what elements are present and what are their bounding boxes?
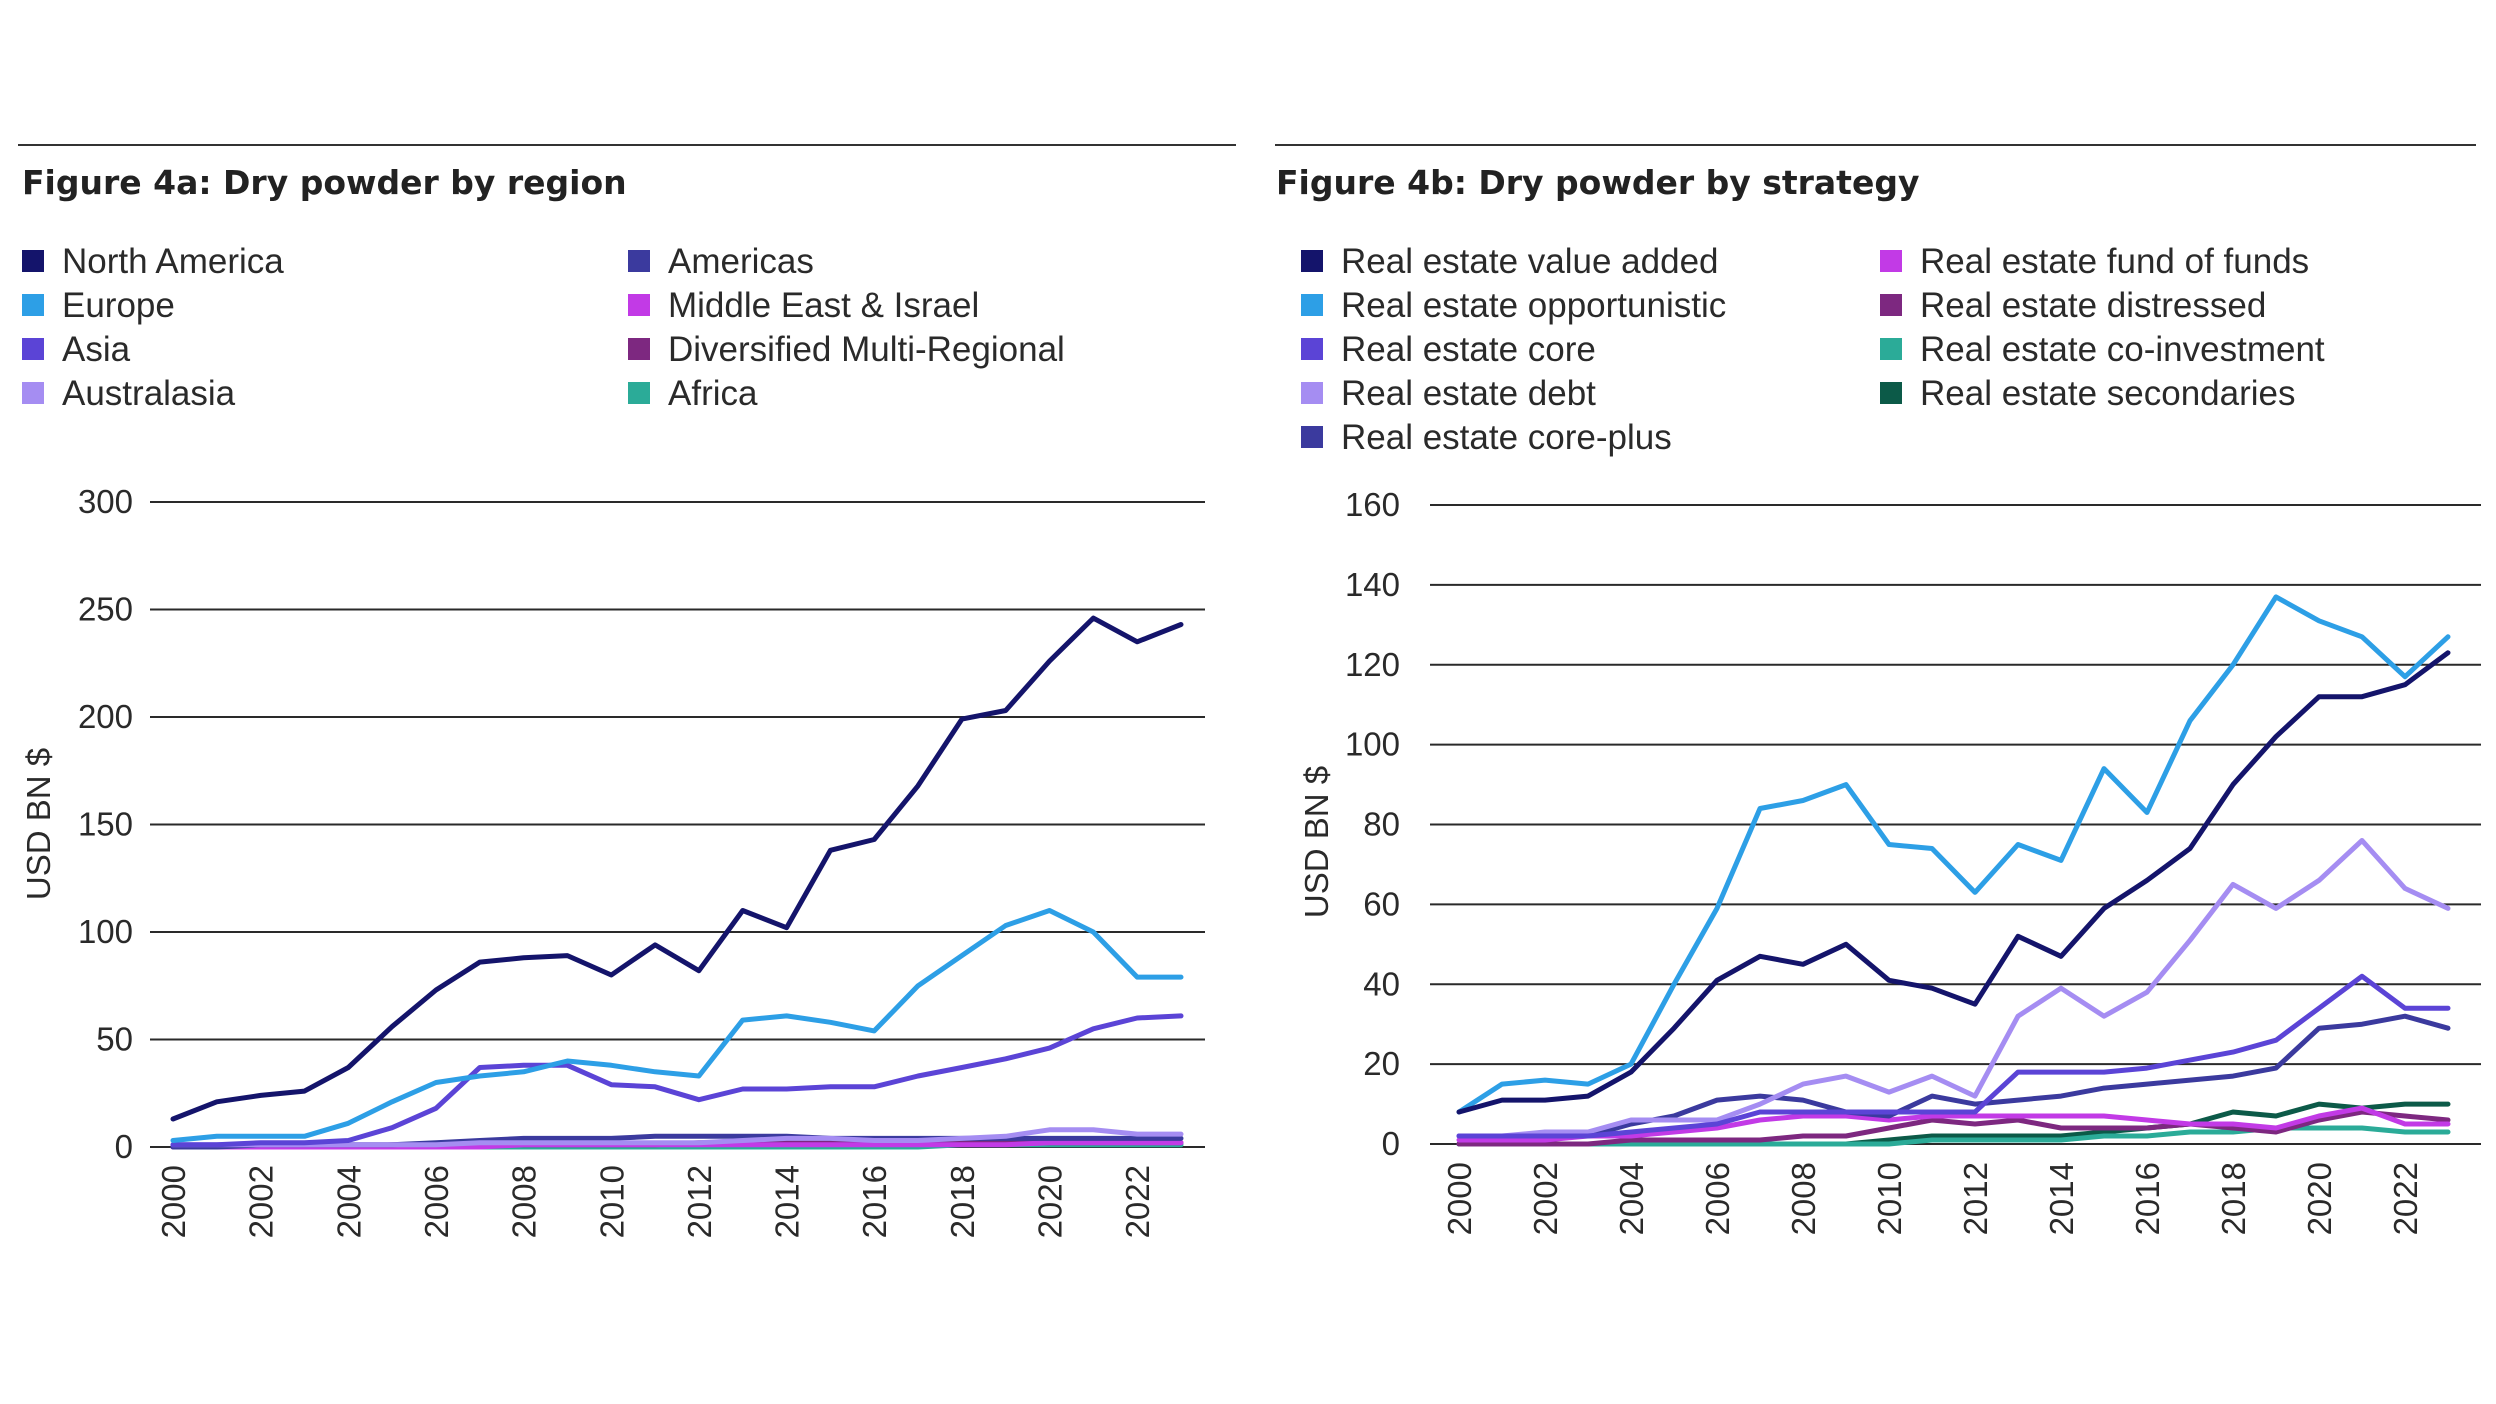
- y-tick-label: 0: [1382, 1125, 1400, 1162]
- series-line-europe: [170, 908, 1184, 1143]
- series-line-real-estate-fund-of-funds: [1456, 1105, 2451, 1143]
- legend-swatch-real-estate-core-plus: [1301, 426, 1323, 448]
- x-tick-label: 2014: [769, 1165, 806, 1238]
- x-tick-label: 2002: [243, 1165, 280, 1238]
- x-tick-label: 2022: [1119, 1165, 1156, 1238]
- x-tick-label: 2004: [1613, 1162, 1650, 1235]
- legend-label-real-estate-co-investment: Real estate co-investment: [1920, 330, 2325, 369]
- x-tick-label: 2018: [2215, 1162, 2252, 1235]
- series-line-real-estate-opportunistic: [1456, 594, 2451, 1115]
- y-axis-label: USD BN $: [1298, 766, 1335, 918]
- legend-label-australasia: Australasia: [62, 374, 236, 413]
- y-tick-label: 80: [1363, 806, 1400, 843]
- legend-swatch-real-estate-value-added: [1301, 250, 1323, 272]
- legend-swatch-real-estate-distressed: [1880, 294, 1902, 316]
- legend-label-africa: Africa: [668, 374, 758, 413]
- legend-swatch-real-estate-opportunistic: [1301, 294, 1323, 316]
- y-tick-label: 120: [1345, 646, 1400, 683]
- y-tick-label: 150: [78, 806, 133, 843]
- x-tick-label: 2000: [1441, 1162, 1478, 1235]
- legend-swatch-americas: [628, 250, 650, 272]
- x-tick-label: 2016: [2129, 1162, 2166, 1235]
- legend-swatch-asia: [22, 338, 44, 360]
- legend-swatch-real-estate-co-investment: [1880, 338, 1902, 360]
- legend-label-real-estate-debt: Real estate debt: [1341, 374, 1596, 413]
- series-line-real-estate-value-added: [1456, 650, 2451, 1115]
- legend-swatch-real-estate-fund-of-funds: [1880, 250, 1902, 272]
- legend-label-real-estate-core-plus: Real estate core-plus: [1341, 418, 1672, 457]
- y-tick-label: 100: [78, 913, 133, 950]
- legend-label-real-estate-distressed: Real estate distressed: [1920, 286, 2266, 325]
- y-tick-label: 140: [1345, 566, 1400, 603]
- legend-swatch-diversified-multi-regional: [628, 338, 650, 360]
- legend-label-real-estate-core: Real estate core: [1341, 330, 1596, 369]
- series-line-asia: [170, 1013, 1184, 1148]
- series-line-real-estate-debt: [1456, 838, 2451, 1139]
- legend-swatch-australasia: [22, 382, 44, 404]
- y-tick-label: 160: [1345, 486, 1400, 523]
- y-axis-label: USD BN $: [20, 748, 57, 900]
- x-tick-label: 2018: [944, 1165, 981, 1238]
- legend-swatch-north-america: [22, 250, 44, 272]
- x-tick-label: 2000: [155, 1165, 192, 1238]
- legend-label-diversified-multi-regional: Diversified Multi-Regional: [668, 330, 1065, 369]
- x-tick-label: 2020: [2301, 1162, 2338, 1235]
- legend-label-real-estate-fund-of-funds: Real estate fund of funds: [1920, 242, 2309, 281]
- legend-label-asia: Asia: [62, 330, 131, 369]
- legend-label-americas: Americas: [668, 242, 814, 281]
- x-tick-label: 2022: [2387, 1162, 2424, 1235]
- y-tick-label: 20: [1363, 1045, 1400, 1082]
- legend-label-real-estate-secondaries: Real estate secondaries: [1920, 374, 2296, 413]
- y-tick-label: 250: [78, 591, 133, 628]
- x-tick-label: 2010: [1871, 1162, 1908, 1235]
- x-tick-label: 2020: [1032, 1165, 1069, 1238]
- legend-swatch-middle-east-israel: [628, 294, 650, 316]
- x-tick-label: 2016: [856, 1165, 893, 1238]
- legend-swatch-africa: [628, 382, 650, 404]
- legend-label-north-america: North America: [62, 242, 284, 281]
- legend-swatch-real-estate-core: [1301, 338, 1323, 360]
- x-tick-label: 2004: [330, 1165, 367, 1238]
- series-line-real-estate-core-plus: [1456, 1013, 2451, 1139]
- y-tick-label: 60: [1363, 885, 1400, 922]
- x-tick-label: 2006: [1699, 1162, 1736, 1235]
- y-tick-label: 50: [96, 1021, 133, 1058]
- legend-label-europe: Europe: [62, 286, 175, 325]
- x-tick-label: 2014: [2043, 1162, 2080, 1235]
- x-tick-label: 2012: [681, 1165, 718, 1238]
- y-tick-label: 40: [1363, 965, 1400, 1002]
- legend-label-real-estate-opportunistic: Real estate opportunistic: [1341, 286, 1726, 325]
- legend-label-real-estate-value-added: Real estate value added: [1341, 242, 1719, 281]
- legend-swatch-europe: [22, 294, 44, 316]
- y-tick-label: 100: [1345, 726, 1400, 763]
- x-tick-label: 2006: [418, 1165, 455, 1238]
- legend-swatch-real-estate-secondaries: [1880, 382, 1902, 404]
- legend-swatch-real-estate-debt: [1301, 382, 1323, 404]
- x-tick-label: 2002: [1527, 1162, 1564, 1235]
- figure-4b-panel: Figure 4b: Dry powder by strategy Real e…: [1276, 163, 2481, 1235]
- figure-4a-title: Figure 4a: Dry powder by region: [22, 163, 627, 202]
- x-tick-label: 2012: [1957, 1162, 1994, 1235]
- figure-4b-title: Figure 4b: Dry powder by strategy: [1276, 163, 1919, 202]
- series-line-north-america: [170, 615, 1184, 1122]
- x-tick-label: 2008: [1785, 1162, 1822, 1235]
- series-line-real-estate-core: [1456, 973, 2451, 1139]
- y-tick-label: 200: [78, 698, 133, 735]
- x-tick-label: 2010: [593, 1165, 630, 1238]
- figure-4a-panel: Figure 4a: Dry powder by region North Am…: [20, 163, 1205, 1238]
- series-line-australasia: [170, 1127, 1184, 1148]
- x-tick-label: 2008: [506, 1165, 543, 1238]
- y-tick-label: 300: [78, 483, 133, 520]
- legend-label-middle-east-israel: Middle East & Israel: [668, 286, 979, 325]
- series-line-real-estate-distressed: [1456, 1109, 2451, 1147]
- y-tick-label: 0: [115, 1128, 133, 1165]
